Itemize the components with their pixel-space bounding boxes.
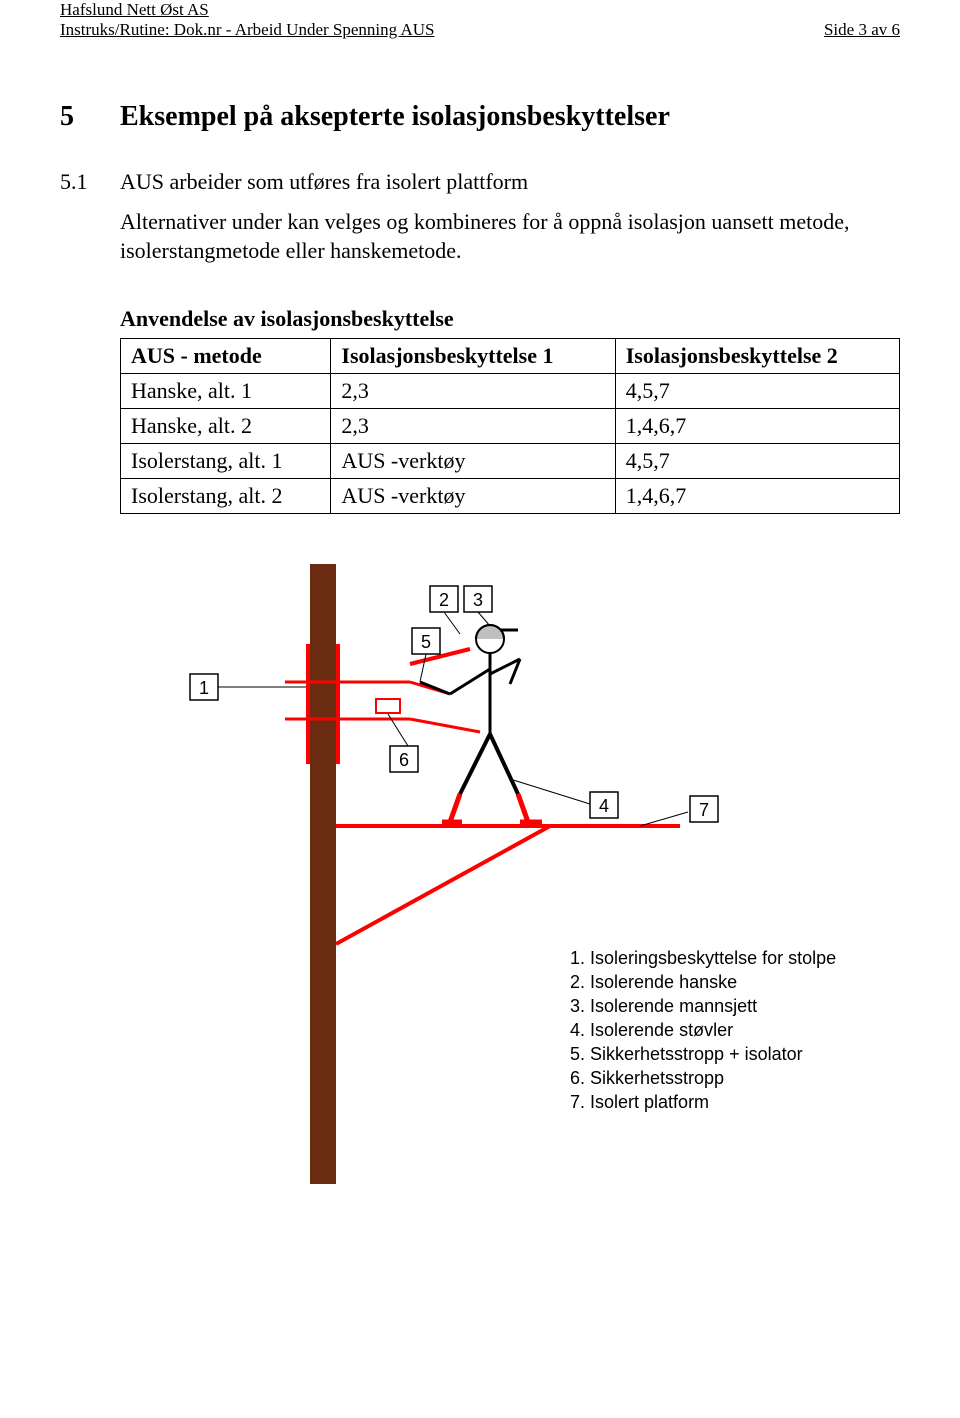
table-title: Anvendelse av isolasjonsbeskyttelse <box>120 306 900 332</box>
table-header-row: AUS - metode Isolasjonsbeskyttelse 1 Iso… <box>121 339 900 374</box>
section-heading: 5 Eksempel på aksepterte isolasjonsbesky… <box>60 101 900 133</box>
subsection-body: Alternativer under kan velges og kombine… <box>120 207 900 266</box>
subsection-heading: 5.1 AUS arbeider som utføres fra isolert… <box>60 169 900 195</box>
svg-text:1: 1 <box>199 678 209 698</box>
svg-text:3: 3 <box>473 590 483 610</box>
table-cell: 1,4,6,7 <box>615 479 899 514</box>
section-number: 5 <box>60 101 120 133</box>
subsection-title: AUS arbeider som utføres fra isolert pla… <box>120 169 528 195</box>
svg-text:5. Sikkerhetsstropp + isolator: 5. Sikkerhetsstropp + isolator <box>570 1044 803 1064</box>
table-col-0: AUS - metode <box>121 339 331 374</box>
svg-text:6. Sikkerhetsstropp: 6. Sikkerhetsstropp <box>570 1068 724 1088</box>
table-cell: 4,5,7 <box>615 374 899 409</box>
table-cell: 2,3 <box>331 374 615 409</box>
table-cell: 4,5,7 <box>615 444 899 479</box>
table-cell: 2,3 <box>331 409 615 444</box>
section-title: Eksempel på aksepterte isolasjonsbeskytt… <box>120 101 670 133</box>
diagram: 1 2 3 5 6 4 7 1. Isoleringsbeskyttelse for stol… <box>120 564 900 1184</box>
svg-text:7. Isolert platform: 7. Isolert platform <box>570 1092 709 1112</box>
svg-text:7: 7 <box>699 800 709 820</box>
table-cell: AUS -verktøy <box>331 444 615 479</box>
svg-text:1. Isoleringsbeskyttelse for s: 1. Isoleringsbeskyttelse for stolpe <box>570 948 836 968</box>
header-company: Hafslund Nett Øst AS <box>60 0 900 20</box>
subsection-number: 5.1 <box>60 169 120 195</box>
table-cell: Isolerstang, alt. 2 <box>121 479 331 514</box>
svg-text:4: 4 <box>599 796 609 816</box>
table-cell: Isolerstang, alt. 1 <box>121 444 331 479</box>
page-header: Hafslund Nett Øst AS Instruks/Rutine: Do… <box>60 0 900 41</box>
svg-text:5: 5 <box>421 632 431 652</box>
table-cell: Hanske, alt. 1 <box>121 374 331 409</box>
table-row: Hanske, alt. 12,34,5,7 <box>121 374 900 409</box>
diagram-svg: 1 2 3 5 6 4 7 1. Isoleringsbeskyttelse for stol… <box>120 564 900 1184</box>
table-cell: AUS -verktøy <box>331 479 615 514</box>
svg-text:3. Isolerende mannsjett: 3. Isolerende mannsjett <box>570 996 757 1016</box>
table-col-1: Isolasjonsbeskyttelse 1 <box>331 339 615 374</box>
table-row: Hanske, alt. 22,31,4,6,7 <box>121 409 900 444</box>
svg-text:2. Isolerende hanske: 2. Isolerende hanske <box>570 972 737 992</box>
table-row: Isolerstang, alt. 1AUS -verktøy4,5,7 <box>121 444 900 479</box>
table-col-2: Isolasjonsbeskyttelse 2 <box>615 339 899 374</box>
table-cell: 1,4,6,7 <box>615 409 899 444</box>
table-row: Isolerstang, alt. 2AUS -verktøy1,4,6,7 <box>121 479 900 514</box>
header-docline: Instruks/Rutine: Dok.nr - Arbeid Under S… <box>60 20 434 40</box>
svg-text:4. Isolerende støvler: 4. Isolerende støvler <box>570 1020 733 1040</box>
svg-text:2: 2 <box>439 590 449 610</box>
table-cell: Hanske, alt. 2 <box>121 409 331 444</box>
svg-text:6: 6 <box>399 750 409 770</box>
header-pagenum: Side 3 av 6 <box>824 20 900 40</box>
isolation-table: AUS - metode Isolasjonsbeskyttelse 1 Iso… <box>120 338 900 514</box>
